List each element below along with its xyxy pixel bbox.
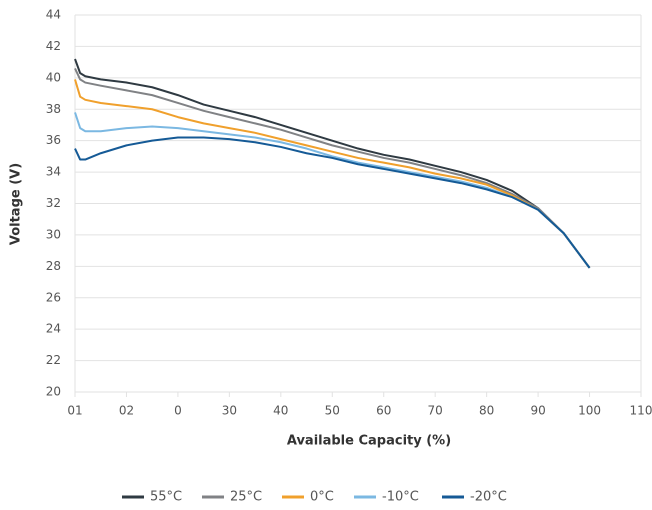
series-line [74,79,591,269]
y-tick-label: 44 [46,8,61,22]
legend-label: -20°C [470,490,507,505]
y-axis-label: Voltage (V) [9,163,24,245]
y-tick-label: 22 [46,353,61,367]
x-axis-label: Available Capacity (%) [287,434,451,449]
x-tick-label: 60 [376,404,391,418]
y-tick-label: 34 [46,165,61,179]
legend-label: 25°C [230,490,262,505]
y-tick-label: 42 [46,39,61,53]
y-tick-label: 36 [46,133,61,147]
x-tick-label: 100 [578,404,601,418]
x-tick-label: 50 [325,404,340,418]
y-tick-label: 38 [46,102,61,116]
legend-label: 0°C [310,490,334,505]
series-line [74,112,591,269]
y-tick-label: 26 [46,290,61,304]
y-tick-label: 28 [46,259,61,273]
series-line [74,136,591,269]
y-tick-label: 20 [46,385,61,399]
x-tick-label: 90 [530,404,545,418]
series-line [74,58,591,269]
y-tick-label: 24 [46,322,61,336]
y-tick-label: 40 [46,70,61,84]
legend-label: -10°C [382,490,419,505]
x-tick-label: 01 [67,404,82,418]
x-tick-label: 70 [428,404,443,418]
legend-label: 55°C [150,490,182,505]
series-line [74,67,591,269]
y-tick-label: 32 [46,196,61,210]
x-tick-label: 0 [174,404,182,418]
x-tick-label: 40 [273,404,288,418]
x-tick-label: 02 [119,404,134,418]
x-tick-label: 30 [222,404,237,418]
y-tick-label: 30 [46,227,61,241]
x-tick-label: 110 [630,404,652,418]
x-tick-label: 80 [479,404,494,418]
